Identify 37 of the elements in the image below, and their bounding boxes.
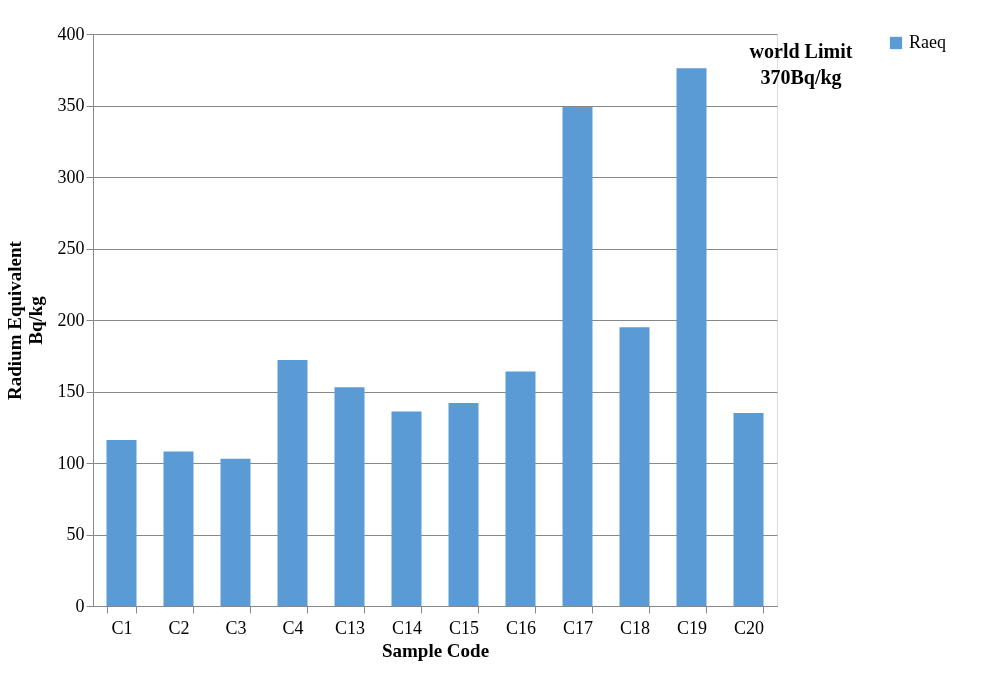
bar bbox=[448, 402, 479, 606]
x-tick-label: C19 bbox=[676, 617, 708, 638]
x-tick-label: C2 bbox=[168, 617, 190, 638]
x-tick-label: C14 bbox=[391, 617, 423, 638]
y-tick-label: 300 bbox=[57, 166, 85, 187]
y-tick-label: 250 bbox=[57, 238, 85, 258]
y-axis-title: Radium Equivalent Bq/kg bbox=[3, 240, 46, 400]
bar bbox=[220, 458, 251, 606]
bar bbox=[106, 440, 137, 606]
y-tick-label: 350 bbox=[57, 95, 85, 115]
y-tick-label: 400 bbox=[57, 23, 85, 44]
y-tick-label: 100 bbox=[57, 452, 85, 473]
x-tick-label: C13 bbox=[334, 617, 366, 638]
bar bbox=[334, 387, 365, 606]
x-tick-label: C1 bbox=[111, 617, 133, 638]
bar bbox=[505, 371, 536, 606]
x-tick-label: C18 bbox=[619, 617, 651, 638]
x-tick-label: C16 bbox=[505, 617, 537, 638]
y-tick-label: 150 bbox=[57, 381, 85, 401]
y-tick-label: 0 bbox=[75, 595, 85, 616]
bar bbox=[619, 327, 650, 606]
x-tick-label: C3 bbox=[225, 617, 247, 638]
y-tick-label: 50 bbox=[66, 524, 85, 544]
x-tick-label: C20 bbox=[733, 617, 765, 638]
bar bbox=[562, 106, 593, 606]
x-tick-label: C4 bbox=[282, 617, 304, 638]
annotation: world Limit 370Bq/kg bbox=[749, 40, 853, 89]
bar bbox=[163, 451, 194, 606]
x-tick-label: C15 bbox=[448, 617, 480, 638]
y-tick-label: 200 bbox=[57, 309, 85, 330]
bar bbox=[391, 411, 422, 606]
legend-label: Raeq bbox=[909, 32, 946, 52]
bar bbox=[277, 360, 308, 606]
x-tick-label: C17 bbox=[562, 617, 594, 638]
bar bbox=[676, 68, 707, 606]
x-axis-title: Sample Code bbox=[381, 639, 490, 661]
bar bbox=[733, 412, 764, 606]
